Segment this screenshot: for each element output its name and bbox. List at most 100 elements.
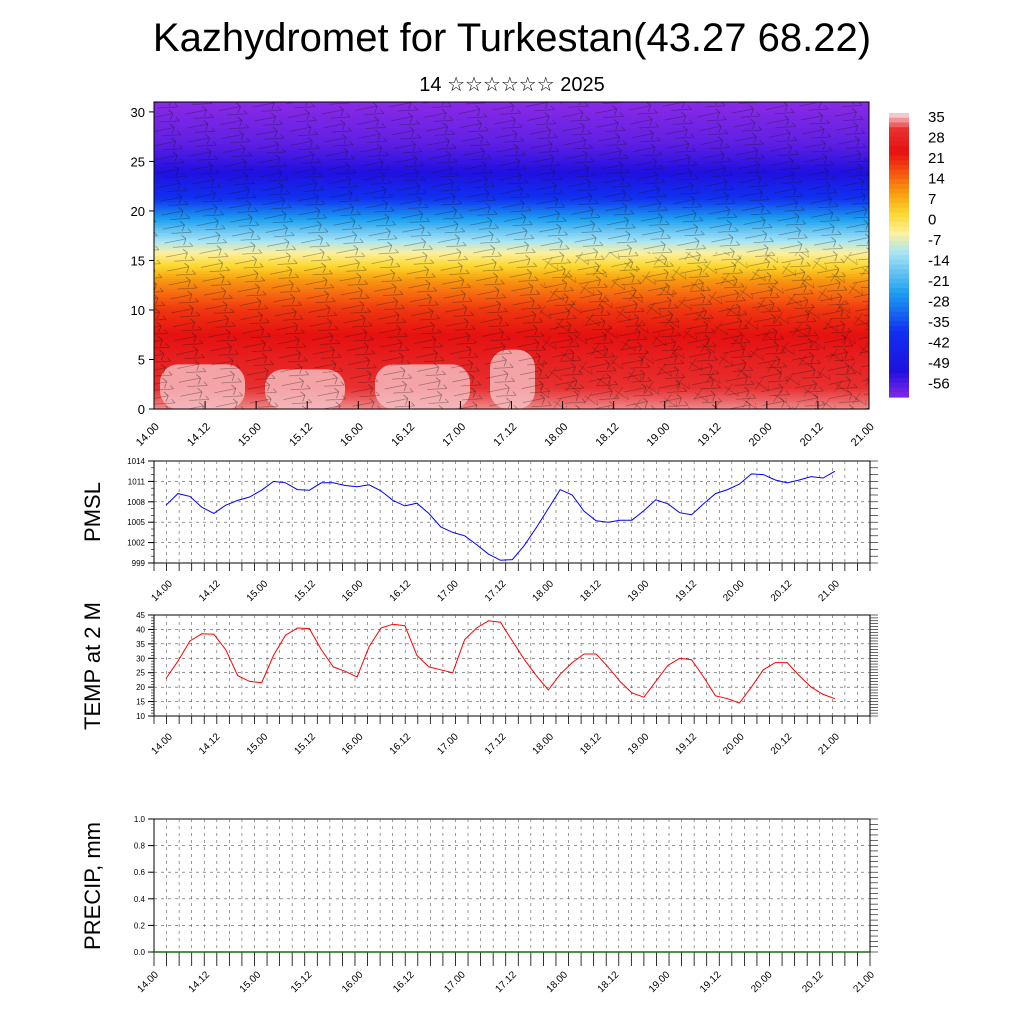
x-tick-label: 17.12 [483, 731, 509, 757]
y-tick-label: 1008 [127, 498, 145, 507]
y-tick-label: 999 [132, 559, 146, 568]
x-tick-label: 16.00 [340, 578, 366, 604]
page-subtitle: 14 ☆☆☆☆☆☆ 2025 [419, 74, 605, 96]
plot-frame [153, 460, 871, 564]
colorbar-segment [889, 392, 909, 398]
x-tick-label: 17.12 [491, 421, 519, 449]
colorbar-label: -7 [928, 232, 941, 249]
x-tick-label: 19.12 [698, 969, 724, 995]
colorbar-segment [889, 136, 909, 142]
colorbar-segment [889, 292, 909, 299]
colorbar-segment [889, 202, 909, 209]
colorbar-segment [889, 217, 909, 223]
colorbar-segment [889, 150, 909, 157]
x-tick-label: 20.00 [721, 578, 747, 604]
plot-frame [153, 614, 871, 717]
y-tick-label: 30 [136, 654, 145, 663]
y-tick-label: 15 [136, 698, 145, 707]
colorbar-segment [889, 207, 909, 213]
colorbar-segment [889, 382, 909, 389]
x-tick-label: 18.12 [596, 969, 622, 995]
x-tick-label: 15.12 [289, 969, 315, 995]
y-tick-label: 1005 [127, 518, 145, 527]
colorbar-segment [889, 245, 909, 251]
colorbar-segment [889, 188, 909, 195]
colorbar-segment [889, 255, 909, 261]
colorbar-segment [889, 368, 909, 374]
x-tick-label: 17.00 [435, 578, 461, 604]
x-tick-label: 21.00 [816, 578, 842, 604]
x-tick-label: 14.00 [149, 578, 175, 604]
x-tick-label: 21.00 [816, 731, 842, 757]
colorbar-segment [889, 113, 909, 119]
colorbar-segment [889, 354, 909, 360]
y-tick-label: 0 [138, 402, 145, 417]
colorbar-segment [889, 169, 909, 176]
colorbar-segment [889, 321, 909, 327]
x-tick-label: 18.12 [594, 421, 622, 449]
colorbar-label: 28 [928, 130, 945, 147]
y-tick-label: 20 [131, 204, 145, 219]
x-tick-label: 20.12 [769, 731, 795, 757]
x-tick-label: 17.12 [483, 578, 509, 604]
colorbar-segment [889, 146, 909, 152]
x-tick-label: 14.12 [187, 969, 213, 995]
colorbar-segment [889, 155, 909, 161]
y-tick-label: 10 [136, 712, 145, 721]
x-tick-label: 16.00 [340, 969, 366, 995]
colorbar-label: 0 [928, 212, 936, 229]
colorbar-segment [889, 160, 909, 166]
colorbar-segment [889, 127, 909, 133]
colorbar-segment [889, 165, 909, 171]
colorbar-segment [889, 240, 909, 247]
y-tick-label: 15 [131, 253, 145, 268]
x-tick-label: 16.00 [340, 731, 366, 757]
colorbar-segment [889, 122, 909, 128]
x-tick-label: 15.12 [287, 421, 315, 449]
colorbar-segment [889, 359, 909, 365]
x-tick-label: 18.00 [531, 731, 557, 757]
colorbar-segment [889, 316, 909, 322]
x-tick-label: 15.00 [236, 421, 264, 449]
y-tick-label: 0.2 [134, 921, 146, 930]
colorbar-label: 7 [928, 191, 936, 208]
pmsl-panel: 999 1002 1005 1008 1011 1014 14.00 14.12 15.00 15… [80, 457, 878, 604]
colorbar-segment [889, 184, 909, 190]
plot-frame [153, 818, 871, 953]
y-axis-label: PMSL [80, 482, 105, 542]
x-tick-label: 20.12 [800, 969, 826, 995]
x-tick-label: 19.12 [696, 421, 724, 449]
y-tick-label: 10 [131, 303, 145, 318]
x-tick-label: 15.00 [245, 731, 271, 757]
x-tick-label: 15.00 [238, 969, 264, 995]
x-tick-label: 19.00 [626, 731, 652, 757]
colorbar-segment [889, 349, 909, 355]
y-tick-label: 25 [136, 669, 145, 678]
x-tick-label: 20.00 [749, 969, 775, 995]
colorbar-segment [889, 226, 909, 232]
y-tick-label: 25 [131, 154, 145, 169]
colorbar-label: -14 [928, 253, 950, 270]
x-tick-label: 16.12 [391, 969, 417, 995]
colorbar-segment [889, 340, 909, 346]
x-tick-label: 15.12 [292, 731, 318, 757]
colorbar-segment [889, 131, 909, 138]
colorbar-segment [889, 288, 909, 294]
colorbar-segment [889, 302, 909, 308]
colorbar-label: 35 [928, 109, 945, 126]
colorbar-segment [889, 330, 909, 337]
colorbar-segment [889, 231, 909, 237]
x-tick-label: 20.12 [769, 578, 795, 604]
colorbar-segment [889, 387, 909, 393]
colorbar-segment [889, 273, 909, 280]
colorbar-segment [889, 378, 909, 384]
temp-panel: 10 15 20 25 30 35 40 45 14.00 14.12 15.00 15.12 16.0… [80, 602, 878, 757]
colorbar-label: -28 [928, 294, 950, 311]
y-tick-label: 0.8 [134, 842, 146, 851]
x-tick-label: 14.00 [149, 731, 175, 757]
x-tick-label: 20.12 [798, 421, 826, 449]
x-tick-label: 17.00 [442, 969, 468, 995]
colorbar-segment [889, 326, 909, 332]
colorbar-label: -42 [928, 335, 950, 352]
